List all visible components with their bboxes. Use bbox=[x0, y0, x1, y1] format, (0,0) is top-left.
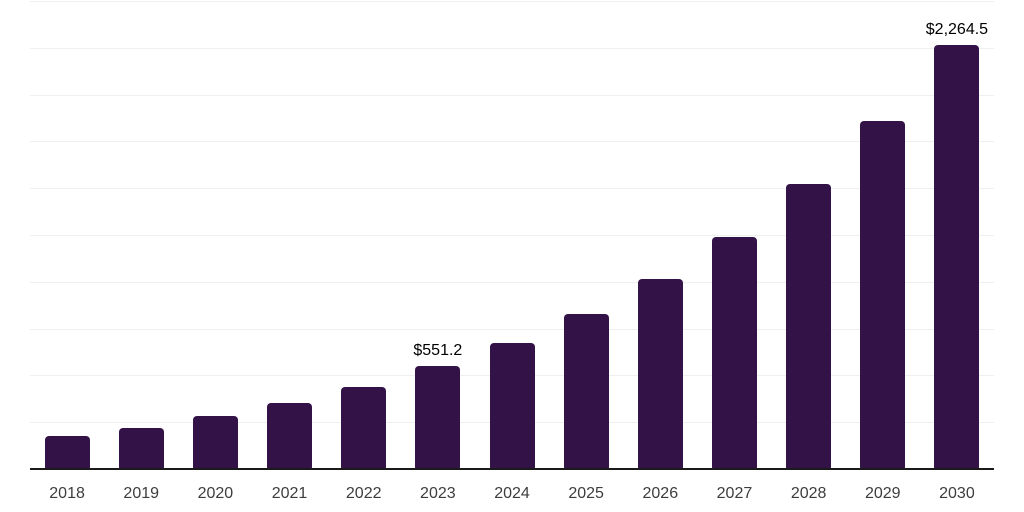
bar-2023 bbox=[415, 365, 461, 469]
x-tick-label: 2028 bbox=[790, 485, 827, 502]
bar-2019 bbox=[118, 427, 164, 469]
x-axis-line bbox=[30, 468, 994, 470]
bar-2028 bbox=[786, 183, 832, 469]
bar-2025 bbox=[563, 314, 609, 469]
gridline bbox=[30, 141, 994, 143]
bar-2021 bbox=[267, 403, 313, 469]
bar-value-label: $2,264.5 bbox=[925, 21, 989, 39]
gridline bbox=[30, 94, 994, 96]
gridline bbox=[30, 281, 994, 283]
x-tick-label: 2020 bbox=[197, 485, 234, 502]
x-tick-label: 2022 bbox=[345, 485, 382, 502]
bar-2024 bbox=[489, 342, 535, 469]
gridline bbox=[30, 328, 994, 330]
gridline bbox=[30, 235, 994, 236]
gridline bbox=[30, 47, 994, 49]
bar-2029 bbox=[860, 121, 906, 469]
x-tick-label: 2019 bbox=[123, 485, 160, 502]
bar-2022 bbox=[341, 387, 387, 469]
x-tick-label: 2029 bbox=[864, 485, 901, 502]
bar-2018 bbox=[44, 436, 90, 469]
bar-2026 bbox=[637, 278, 683, 469]
gridline bbox=[30, 1, 994, 2]
x-tick-label: 2026 bbox=[642, 485, 679, 502]
bar-2030 bbox=[934, 45, 980, 469]
x-tick-label: 2021 bbox=[271, 485, 308, 502]
bar-2020 bbox=[192, 416, 238, 469]
bar-value-label: $551.2 bbox=[413, 341, 463, 359]
x-tick-label: 2025 bbox=[568, 485, 604, 502]
gridline bbox=[30, 188, 994, 190]
x-tick-label: 2018 bbox=[49, 485, 85, 502]
x-tick-label: 2023 bbox=[420, 485, 456, 502]
x-tick-label: 2030 bbox=[939, 485, 975, 502]
bar-2027 bbox=[711, 236, 757, 469]
x-tick-label: 2027 bbox=[716, 485, 753, 502]
x-tick-label: 2024 bbox=[494, 485, 530, 502]
